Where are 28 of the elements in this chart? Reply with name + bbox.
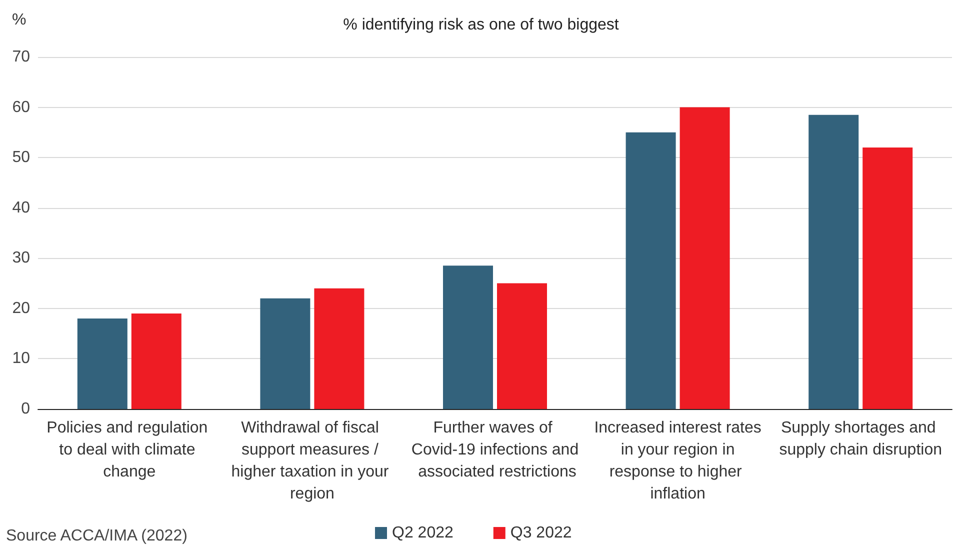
bar	[443, 266, 493, 409]
bar	[862, 148, 913, 409]
y-tick-label: 70	[12, 48, 30, 66]
y-tick-label: 50	[12, 149, 30, 166]
bar	[314, 288, 364, 409]
y-tick-label: 0	[21, 400, 30, 418]
bar	[260, 298, 310, 409]
bar	[680, 107, 730, 409]
bar	[131, 313, 182, 409]
y-axis-title: %	[12, 12, 26, 28]
y-tick-label: 60	[12, 98, 30, 116]
y-tick-label: 30	[12, 250, 30, 267]
legend-label: Q2 2022	[392, 524, 454, 542]
x-tick-label: Withdrawal of fiscal support measures / higher taxation in your region	[231, 420, 394, 502]
bar	[808, 114, 859, 409]
legend-label: Q3 2022	[510, 524, 572, 542]
x-tick-label: Supply shortages and supply chain disruption	[779, 420, 942, 458]
y-tick-label: 10	[12, 350, 30, 368]
y-tick-label: 40	[12, 199, 30, 216]
bar	[626, 132, 676, 409]
x-tick-label: Increased interest rates in your region in response to higher inflation	[594, 420, 762, 502]
chart-title: % identifying risk as one of two biggest	[343, 16, 620, 34]
bar	[497, 283, 547, 409]
source-note: Source ACCA/IMA (2022)	[6, 528, 188, 544]
bar	[77, 318, 128, 409]
x-tick-label: Further waves of Covid-19 infections and associated restrictions	[411, 420, 579, 480]
y-tick-label: 20	[12, 300, 30, 317]
x-tick-label: Policies and regulation to deal with climate change	[46, 420, 212, 480]
